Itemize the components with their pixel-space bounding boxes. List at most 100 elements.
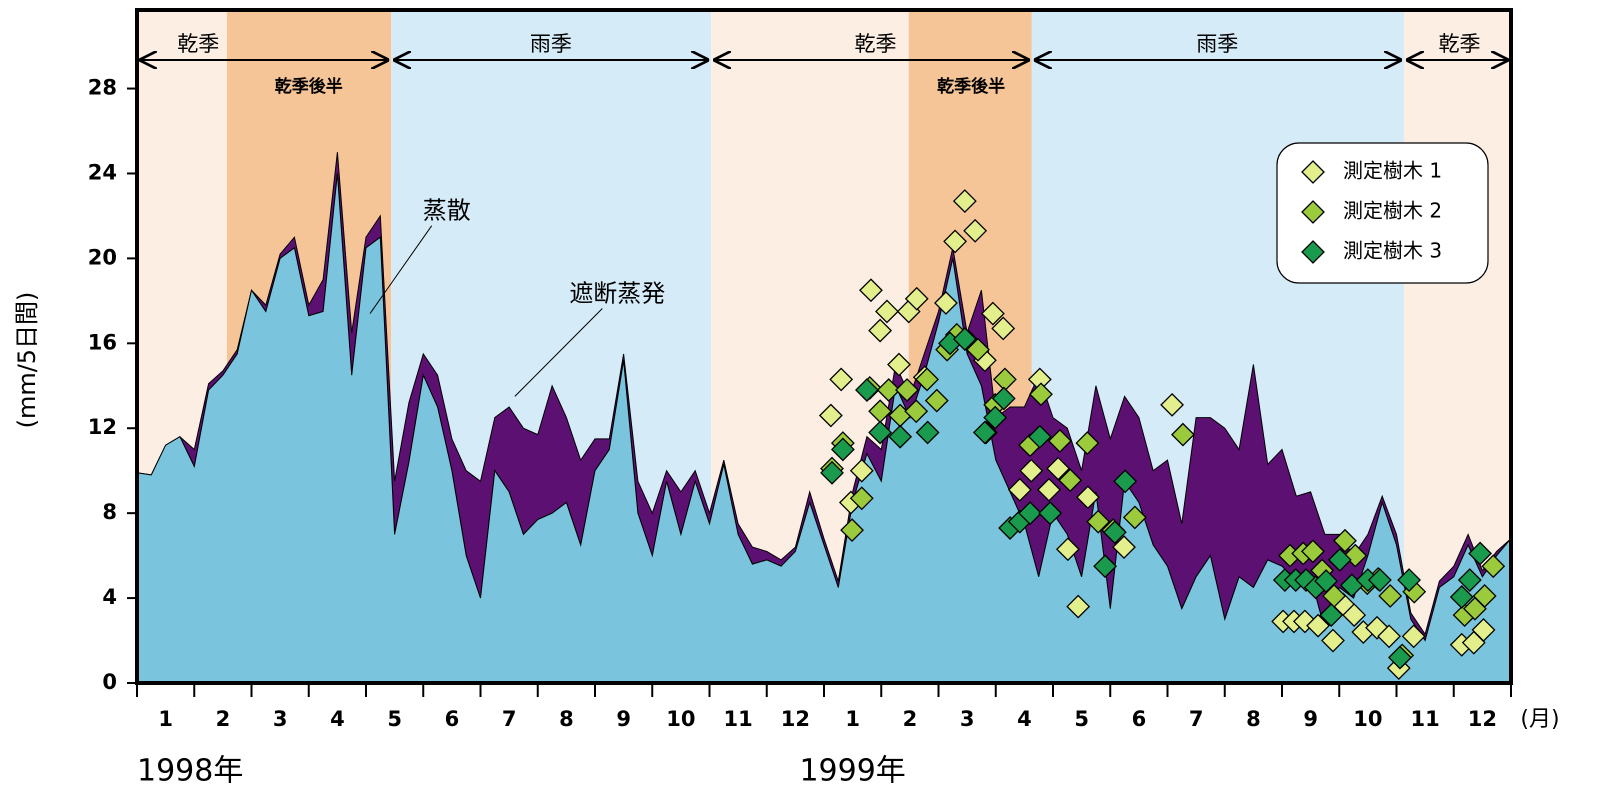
x-tick-label: 5 [387,707,402,731]
period-label: 乾季 [1438,32,1480,56]
y-tick-label: 8 [102,500,117,524]
period-label: 乾季 [855,32,897,56]
y-tick-label: 28 [88,76,117,100]
y-tick-label: 24 [88,160,117,184]
tree-point [1122,505,1147,530]
tree-point [1327,547,1352,572]
tree-point [983,405,1008,430]
period-label: 雨季 [530,32,572,56]
annotation-leader [514,308,603,397]
x-tick-label: 3 [960,707,975,731]
tree-point [1388,645,1412,670]
tree-point [1342,603,1367,627]
x-tick-label: 11 [1411,707,1440,731]
tree-point [1471,618,1496,642]
legend-label: 測定樹木 1 [1343,159,1442,183]
tree-point [849,458,874,483]
tree-point [1027,424,1052,449]
tree-point [1314,569,1338,594]
y-tick-label: 0 [102,670,117,694]
legend-label: 測定樹木 2 [1343,199,1442,223]
tree-point [1397,568,1422,592]
x-tick-label: 11 [724,707,753,731]
tree-point [849,486,874,511]
tree-point [1468,541,1492,566]
tree-point [1066,594,1091,619]
legend-swatch [1301,200,1325,224]
year-label: 1999年 [799,754,905,789]
tree-point [887,352,911,377]
tree-point [1019,458,1044,483]
x-tick-label: 6 [1132,707,1147,731]
tree-point [875,299,899,324]
tree-point [934,291,958,315]
tree-point [1171,422,1195,447]
tree-point [1037,477,1061,502]
tree-point [915,420,940,445]
y-tick-label: 16 [88,330,117,354]
tree-point [1333,528,1357,553]
period-label: 乾季 [177,32,219,56]
tree-point [1046,456,1071,481]
x-tick-label: 2 [903,707,918,731]
x-tick-label: 6 [445,707,460,731]
tree-point [1038,501,1063,526]
tree-point [820,460,844,485]
tree-point [818,403,843,428]
y-tick-label: 4 [102,585,117,609]
tree-point [859,278,883,303]
tree-point [1301,539,1325,564]
tree-point [991,386,1016,411]
tree-point [1294,568,1318,592]
x-tick-label: 1 [158,707,173,731]
tree-point [1378,584,1403,608]
tree-point [1306,613,1330,638]
tree-point [1047,429,1072,453]
tree-point [943,229,968,254]
tree-point [1481,554,1506,579]
tree-point [966,337,990,362]
annotation: 蒸散 [423,197,471,225]
tree-point [1102,520,1127,545]
y-tick-label: 20 [88,245,117,269]
tree-point [1086,509,1111,534]
x-tick-label: 7 [1189,707,1204,731]
tree-point [1457,568,1482,592]
tree-point [924,388,949,413]
tree-point [1367,568,1392,592]
x-tick-label: 1 [845,707,860,731]
tree-point [830,437,855,462]
tree-point [1401,624,1426,649]
tree-point [876,378,901,402]
tree-point [1365,615,1389,640]
tree-point [915,367,939,392]
x-tick-label: 4 [330,707,345,731]
period-label: 雨季 [1196,32,1238,56]
x-tick-label: 10 [666,707,695,731]
tree-point [963,218,988,243]
y-tick-label: 12 [88,415,117,439]
tree-point [1007,477,1032,502]
tree-point [1058,468,1083,493]
tree-point [1018,501,1043,526]
tree-point [1321,628,1345,653]
legend-swatch [1301,240,1325,264]
sub-period-label: 乾季後半 [937,76,1005,97]
x-tick-label: 3 [273,707,288,731]
x-tick-label: 8 [559,707,574,731]
tree-point [980,301,1005,326]
legend-box [1276,142,1489,284]
tree-point [904,286,929,311]
x-tick-label: 2 [216,707,231,731]
x-tick-label: 7 [502,707,517,731]
legend-label: 測定樹木 3 [1343,239,1442,263]
tree-point [1029,382,1053,407]
tree-point [840,518,864,543]
tree-point [1093,554,1118,579]
annotation-leader [369,225,433,314]
y-axis-label: (mm/5日間) [13,292,41,429]
tree-point [829,367,854,392]
tree-point [1160,392,1184,417]
x-tick-label: 12 [1468,707,1497,731]
